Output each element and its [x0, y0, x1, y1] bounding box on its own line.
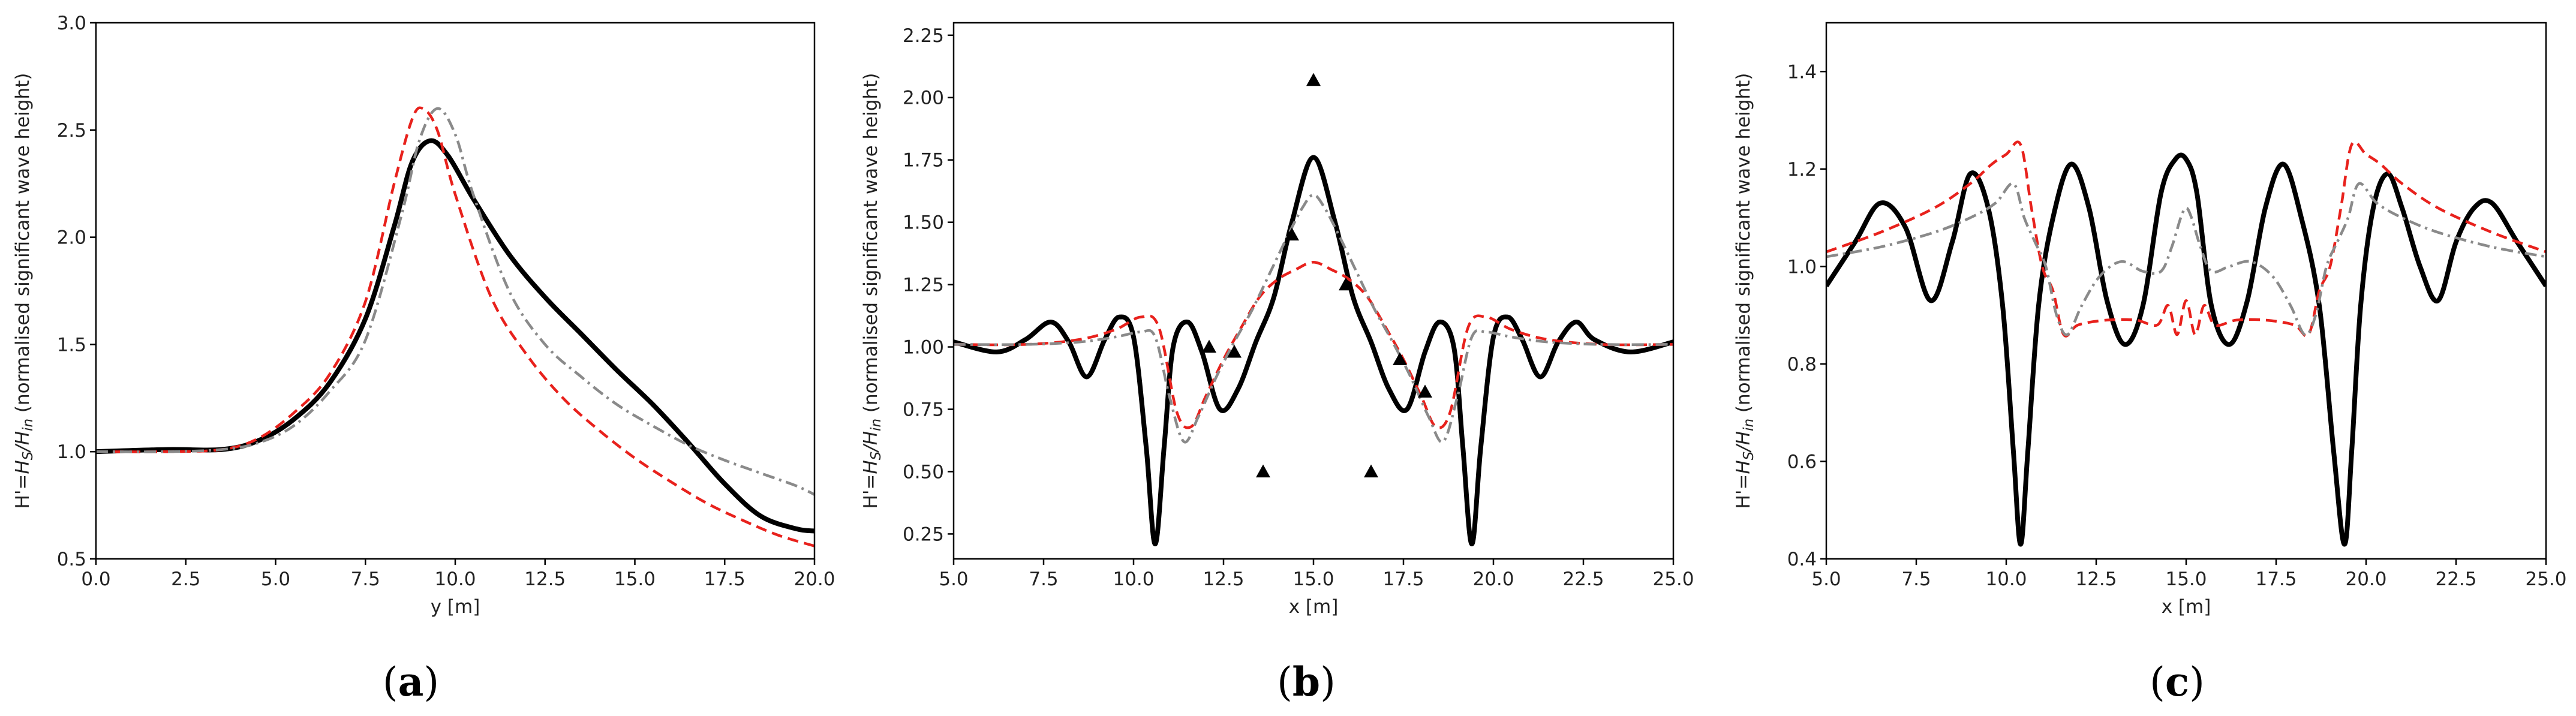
x-tick-label: 12.5: [2075, 568, 2117, 590]
y-tick-label: 1.4: [1787, 61, 1817, 83]
y-tick-label: 2.00: [903, 88, 944, 109]
chart-panel-1: 0.0 2.5 5.0 7.5 10.0 12.5 15.0 17.5 20.0 0.5 1.0 1.…: [12, 13, 835, 705]
y-tick-label: 1.2: [1787, 159, 1817, 180]
y-tick-label: 0.75: [903, 399, 944, 421]
series-line-solid-black: [954, 155, 1673, 547]
x-tick-label: 10.0: [1113, 568, 1154, 590]
y-tick-label: 0.25: [903, 524, 944, 545]
x-tick-label: 10.0: [1985, 568, 2027, 590]
x-tick-label: 22.5: [1562, 568, 1604, 590]
y-tick-label: 1.0: [57, 441, 86, 463]
y-tick-label: 2.25: [903, 25, 944, 47]
y-tick-label: 2.0: [57, 227, 86, 249]
y-tick-label: 0.6: [1787, 451, 1817, 473]
chart-panel-2: 5.0 7.5 10.0 12.5 15.0 17.5 20.0 22.5 25.0 0.25 0.…: [860, 22, 1694, 705]
series-line-dashed-red: [954, 260, 1673, 429]
data-point-triangle: [1227, 344, 1242, 358]
panel-caption: (b): [1277, 658, 1336, 705]
y-tick-label: 1.0: [1787, 256, 1817, 278]
x-axis-label: y [m]: [431, 596, 480, 618]
x-tick-label: 20.0: [793, 568, 835, 590]
series-line-dashdot-grey: [96, 107, 814, 496]
x-tick-label: 20.0: [2345, 568, 2386, 590]
data-point-triangle: [1418, 384, 1432, 398]
x-tick-label: 17.5: [2255, 568, 2297, 590]
series-line-dashed-red: [1826, 140, 2546, 338]
x-axis-label: x [m]: [2162, 596, 2211, 618]
y-tick-label: 0.5: [57, 549, 86, 570]
y-tick-label: 1.00: [903, 337, 944, 359]
panel-caption: (a): [383, 658, 439, 705]
x-tick-label: 15.0: [2165, 568, 2207, 590]
x-axis-label: x [m]: [1289, 596, 1339, 618]
y-axis-label: H'=HS/Hin (normalised significant wave h…: [12, 73, 36, 509]
series-line-solid-black: [96, 138, 814, 534]
series-line-dashed-red: [96, 106, 814, 547]
y-tick-label: 1.50: [903, 212, 944, 234]
plot-frame: [952, 22, 1675, 560]
x-tick-label: 15.0: [614, 568, 656, 590]
x-tick-label: 5.0: [1811, 568, 1841, 590]
y-axis-label: H'=HS/Hin (normalised significant wave h…: [860, 73, 884, 509]
x-tick-label: 5.0: [939, 568, 968, 590]
x-tick-label: 22.5: [2435, 568, 2476, 590]
data-point-triangle: [1393, 352, 1407, 365]
data-point-triangle: [1285, 227, 1299, 241]
y-tick-label: 2.5: [57, 120, 86, 142]
series-line-solid-black: [1826, 152, 2546, 547]
panel-caption: (c): [2150, 658, 2205, 705]
x-tick-label: 12.5: [524, 568, 566, 590]
plot-frame: [95, 22, 816, 560]
x-tick-label: 5.0: [261, 568, 290, 590]
data-point-triangle: [1202, 339, 1216, 353]
x-tick-label: 25.0: [2525, 568, 2566, 590]
x-tick-label: 0.0: [81, 568, 110, 590]
y-tick-label: 0.50: [903, 461, 944, 483]
y-tick-label: 0.4: [1787, 549, 1817, 570]
data-point-triangle: [1256, 464, 1270, 478]
data-point-triangle: [1306, 73, 1321, 86]
y-tick-label: 0.8: [1787, 354, 1817, 375]
chart-panel-3: 5.0 7.5 10.0 12.5 15.0 17.5 20.0 22.5 25.0 0.4 0.6…: [1733, 22, 2567, 705]
x-tick-label: 2.5: [171, 568, 200, 590]
x-tick-label: 7.5: [351, 568, 380, 590]
x-tick-label: 20.0: [1472, 568, 1514, 590]
x-tick-label: 17.5: [704, 568, 746, 590]
y-tick-label: 1.5: [57, 334, 86, 356]
data-point-triangle: [1364, 464, 1378, 478]
x-tick-label: 10.0: [434, 568, 476, 590]
y-tick-label: 1.75: [903, 150, 944, 172]
series-line-dashdot-grey: [1826, 182, 2546, 336]
y-tick-label: 1.25: [903, 275, 944, 296]
x-tick-label: 7.5: [1901, 568, 1931, 590]
y-axis-label: H'=HS/Hin (normalised significant wave h…: [1733, 73, 1757, 509]
series-line-dashdot-grey: [954, 193, 1673, 444]
data-point-triangle: [1339, 277, 1353, 291]
x-tick-label: 17.5: [1382, 568, 1424, 590]
x-tick-label: 25.0: [1652, 568, 1694, 590]
plot-frame: [1825, 22, 2547, 560]
y-tick-label: 3.0: [57, 13, 86, 34]
x-tick-label: 12.5: [1203, 568, 1244, 590]
x-tick-label: 15.0: [1292, 568, 1334, 590]
x-tick-label: 7.5: [1029, 568, 1058, 590]
